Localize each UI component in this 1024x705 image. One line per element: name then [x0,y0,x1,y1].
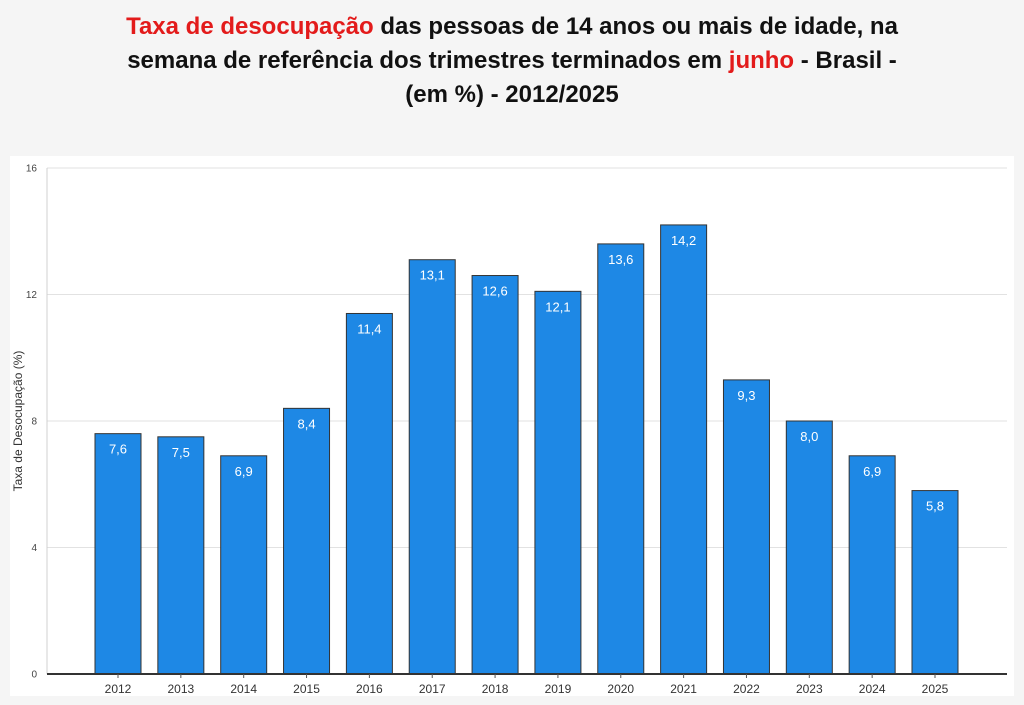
bar-2014 [220,455,268,675]
data-label-2015: 8,4 [297,416,315,431]
data-label-2025: 5,8 [926,499,944,514]
data-label-2017: 13,1 [420,268,445,283]
y-axis-label: Taxa de Desocupação (%) [11,351,25,492]
bar-chart: 0 4 8 12 16 Taxa de Desocupação (%) 7,6 7,5 6,… [11,164,1007,696]
data-label-2012: 7,6 [109,442,127,457]
x-tick-label-2020: 2020 [607,682,634,696]
chart-title: Taxa de desocupação das pessoas de 14 an… [0,10,1024,112]
x-tick-label-2025: 2025 [922,682,949,696]
x-tick-label-2013: 2013 [167,682,194,696]
bars [94,224,959,675]
y-tick-label-8: 8 [31,417,37,428]
data-label-2019: 12,1 [545,299,570,314]
y-tick-label-4: 4 [31,543,37,554]
bar-2012 [94,433,142,675]
data-label-2023: 8,0 [800,429,818,444]
title-text-4: (em %) - 2012/2025 [405,81,619,108]
bar-2025 [911,490,959,675]
y-tick-label-16: 16 [26,164,38,175]
x-tick-label-2016: 2016 [356,682,383,696]
grid-lines [46,167,1007,674]
data-label-2020: 13,6 [608,252,633,267]
data-label-2022: 9,3 [737,388,755,403]
bar-2021 [660,224,708,675]
bar-2018 [471,275,519,675]
x-axis-ticks: 2012 2013 2014 2015 2016 2017 2018 2019 2020 2021… [105,674,949,696]
bar-2022 [722,379,770,675]
bar-2016 [345,312,393,675]
x-tick-label-2024: 2024 [859,682,886,696]
bar-2019 [534,290,582,675]
title-line-1: Taxa de desocupação das pessoas de 14 an… [0,10,1024,44]
plot-panel: 0 4 8 12 16 Taxa de Desocupação (%) 7,6 7,5 6,… [10,156,1014,696]
bar-2023 [785,420,833,675]
bar-2020 [597,243,645,675]
x-tick-label-2018: 2018 [482,682,509,696]
x-tick-label-2014: 2014 [230,682,257,696]
x-tick-label-2019: 2019 [545,682,572,696]
x-tick-label-2023: 2023 [796,682,823,696]
title-line-3: (em %) - 2012/2025 [0,78,1024,112]
data-label-2014: 6,9 [235,464,253,479]
y-tick-label-12: 12 [26,290,38,301]
bar-2013 [157,436,205,675]
data-label-2024: 6,9 [863,464,881,479]
x-tick-label-2022: 2022 [733,682,760,696]
data-label-2021: 14,2 [671,233,696,248]
x-tick-label-2021: 2021 [670,682,697,696]
bar-2024 [848,455,896,675]
bar-2017 [408,259,456,675]
x-tick-label-2017: 2017 [419,682,446,696]
title-line-2: semana de referência dos trimestres term… [0,44,1024,78]
y-tick-label-0: 0 [31,670,37,681]
data-labels: 7,6 7,5 6,9 8,4 11,4 13,1 12,6 12,1 13,6 14,2 9,3 8… [109,233,944,514]
title-highlight-junho: junho [728,47,795,74]
x-tick-label-2015: 2015 [293,682,320,696]
bar-2015 [283,407,331,675]
x-tick-label-2012: 2012 [105,682,132,696]
title-text-2: semana de referência dos trimestres term… [127,47,729,74]
title-text-1: das pessoas de 14 anos ou mais de idade,… [373,13,898,40]
title-highlight-desocupacao: Taxa de desocupação [126,13,374,40]
y-axis-ticks: 0 4 8 12 16 [26,164,38,681]
data-label-2013: 7,5 [172,445,190,460]
data-label-2016: 11,4 [357,321,381,336]
data-label-2018: 12,6 [482,284,507,299]
title-text-3: - Brasil - [794,47,897,74]
